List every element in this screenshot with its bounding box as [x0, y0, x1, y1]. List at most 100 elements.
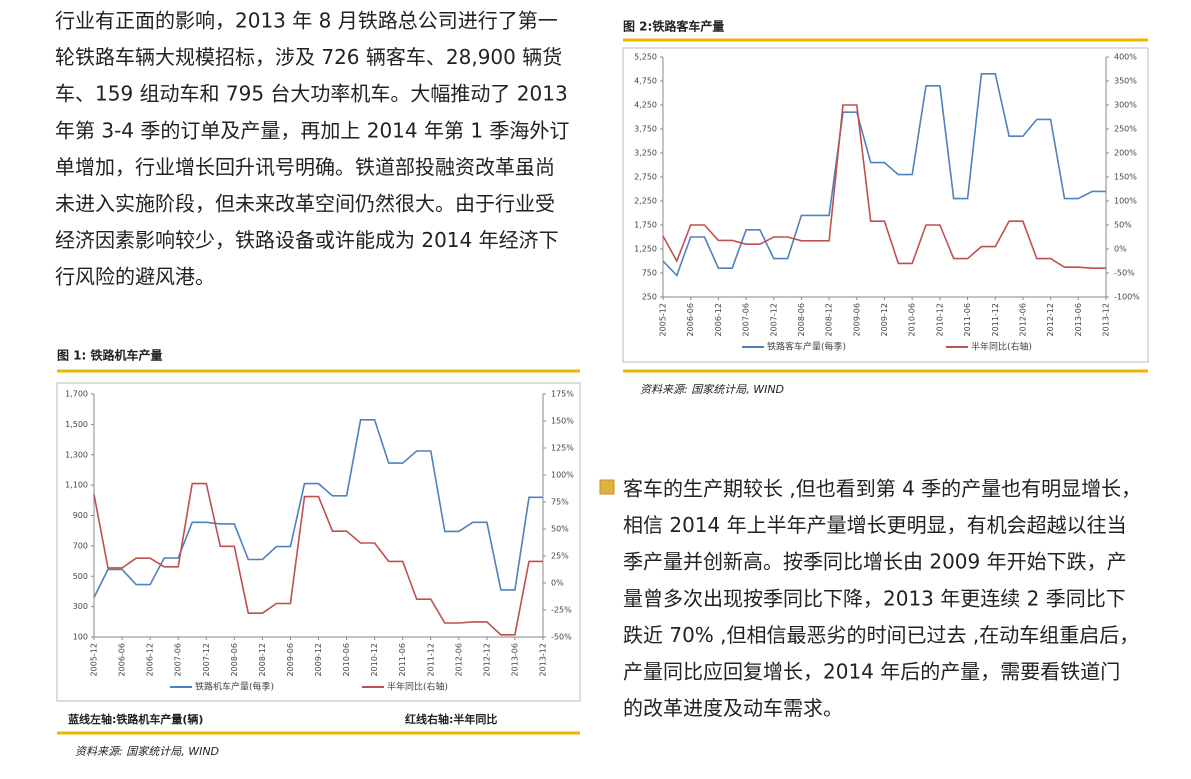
y-tick-label: 1,100	[65, 481, 88, 490]
x-tick-label: 2010-06	[908, 303, 917, 336]
y2-tick-label: 175%	[551, 390, 574, 399]
y-tick-label: 2,250	[634, 197, 657, 206]
bullet-icon	[599, 479, 615, 495]
x-tick-label: 2012-12	[482, 643, 491, 676]
paragraph-line: 跌近 70% ,但相信最恶劣的时间已过去 ,在动车组重启后，	[623, 623, 1139, 647]
x-tick-label: 2005-12	[659, 303, 668, 336]
y-tick-label: 1,250	[634, 245, 657, 254]
y2-tick-label: 25%	[551, 552, 569, 561]
x-tick-label: 2010-12	[935, 303, 944, 336]
x-tick-label: 2006-06	[686, 303, 695, 336]
paragraph-line: 经济因素影响较少，铁路设备或许能成为 2014 年经济下	[55, 228, 559, 252]
y-tick-label: 5,250	[634, 53, 657, 62]
x-tick-label: 2011-06	[963, 303, 972, 336]
y2-tick-label: 150%	[1114, 173, 1137, 182]
x-tick-label: 2009-12	[880, 303, 889, 336]
chart-frame	[56, 382, 581, 702]
y-tick-label: 2,750	[634, 173, 657, 182]
x-tick-label: 2013-12	[1102, 303, 1111, 336]
y2-tick-label: 75%	[551, 498, 569, 507]
paragraph-line: 相信 2014 年上半年产量增长更明显，有机会超越以往当	[623, 513, 1127, 537]
y2-tick-label: 50%	[551, 525, 569, 534]
y-tick-label: 4,750	[634, 77, 657, 86]
x-tick-label: 2012-06	[1018, 303, 1027, 336]
y2-tick-label: 400%	[1114, 53, 1137, 62]
series-line	[93, 482, 543, 636]
y-tick-label: 1,500	[65, 420, 88, 429]
x-tick-label: 2006-12	[714, 303, 723, 336]
y2-tick-label: -50%	[551, 633, 572, 642]
y2-tick-label: -100%	[1114, 293, 1140, 302]
y2-tick-label: 300%	[1114, 101, 1137, 110]
x-tick-label: 2013-06	[510, 643, 519, 676]
x-tick-label: 2008-06	[230, 643, 239, 676]
series-line	[662, 73, 1106, 277]
y2-tick-label: 200%	[1114, 149, 1137, 158]
x-tick-label: 2006-06	[118, 643, 127, 676]
y2-tick-label: 125%	[551, 444, 574, 453]
y2-tick-label: 100%	[1114, 197, 1137, 206]
x-tick-label: 2008-06	[797, 303, 806, 336]
y-tick-label: 100	[73, 633, 88, 642]
source-note: 资料来源: 国家统计局, WIND	[75, 745, 219, 758]
y-tick-label: 1,750	[634, 221, 657, 230]
paragraph-line: 的改革进度及动车需求。	[623, 696, 843, 720]
figure-title: 图 2:铁路客车产量	[623, 19, 724, 34]
series-line	[93, 419, 543, 598]
y-tick-label: 3,750	[634, 125, 657, 134]
x-tick-label: 2012-12	[1046, 303, 1055, 336]
x-tick-label: 2009-06	[852, 303, 861, 336]
paragraph-line: 车、159 组动车和 795 台大功率机车。大幅推动了 2013	[55, 82, 568, 106]
x-tick-label: 2007-12	[202, 643, 211, 676]
caption: 蓝线左轴:铁路机车产量(辆)	[68, 712, 203, 726]
y2-tick-label: 150%	[551, 417, 574, 426]
y2-tick-label: 0%	[551, 579, 564, 588]
series-line	[662, 104, 1106, 269]
x-tick-label: 2011-12	[991, 303, 1000, 336]
x-tick-label: 2013-12	[539, 643, 548, 676]
source-note: 资料来源: 国家统计局, WIND	[640, 383, 784, 396]
x-tick-label: 2011-12	[426, 643, 435, 676]
y2-tick-label: -50%	[1114, 269, 1135, 278]
x-tick-label: 2007-06	[174, 643, 183, 676]
x-tick-label: 2010-12	[370, 643, 379, 676]
legend-label: 半年同比(右轴)	[971, 341, 1032, 353]
x-tick-label: 2008-12	[258, 643, 267, 676]
y2-tick-label: 350%	[1114, 77, 1137, 86]
x-tick-label: 2007-12	[769, 303, 778, 336]
legend-label: 铁路机车产量(每季)	[195, 681, 274, 693]
x-tick-label: 2011-06	[398, 643, 407, 676]
y-tick-label: 250	[642, 293, 657, 302]
legend-label: 半年同比(右轴)	[387, 681, 448, 693]
y2-tick-label: 50%	[1114, 221, 1132, 230]
paragraph-line: 季产量并创新高。按季同比增长由 2009 年开始下跌，产	[623, 550, 1127, 574]
paragraph-line: 客车的生产期较长 ,但也看到第 4 季的产量也有明显增长，	[623, 477, 1141, 501]
paragraph-line: 年第 3-4 季的订单及产量，再加上 2014 年第 1 季海外订	[55, 118, 569, 142]
paragraph-line: 单增加，行业增长回升讯号明确。铁道部投融资改革虽尚	[55, 155, 555, 179]
y-tick-label: 1,700	[65, 390, 88, 399]
y-tick-label: 4,250	[634, 101, 657, 110]
y2-tick-label: 100%	[551, 471, 574, 480]
caption: 红线右轴:半年同比	[405, 712, 497, 726]
x-tick-label: 2009-12	[314, 643, 323, 676]
y-tick-label: 300	[73, 602, 88, 611]
chart-frame	[622, 47, 1149, 363]
paragraph-line: 行风险的避风港。	[55, 265, 215, 289]
paragraph-line: 产量同比应回复增长，2014 年后的产量，需要看铁道门	[623, 660, 1120, 684]
x-tick-label: 2008-12	[825, 303, 834, 336]
x-tick-label: 2013-06	[1074, 303, 1083, 336]
y-tick-label: 900	[73, 511, 88, 520]
y-tick-label: 1,300	[65, 450, 88, 459]
legend-label: 铁路客车产量(每季)	[767, 341, 846, 353]
y-tick-label: 500	[73, 572, 88, 581]
x-tick-label: 2012-06	[454, 643, 463, 676]
y2-tick-label: 0%	[1114, 245, 1127, 254]
x-tick-label: 2010-06	[342, 643, 351, 676]
y-tick-label: 3,250	[634, 149, 657, 158]
y2-tick-label: -25%	[551, 606, 572, 615]
x-tick-label: 2007-06	[742, 303, 751, 336]
figure-title: 图 1: 铁路机车产量	[57, 348, 163, 363]
y2-tick-label: 250%	[1114, 125, 1137, 134]
paragraph-line: 量曾多次出现按季同比下降，2013 年更连续 2 季同比下	[623, 586, 1126, 610]
